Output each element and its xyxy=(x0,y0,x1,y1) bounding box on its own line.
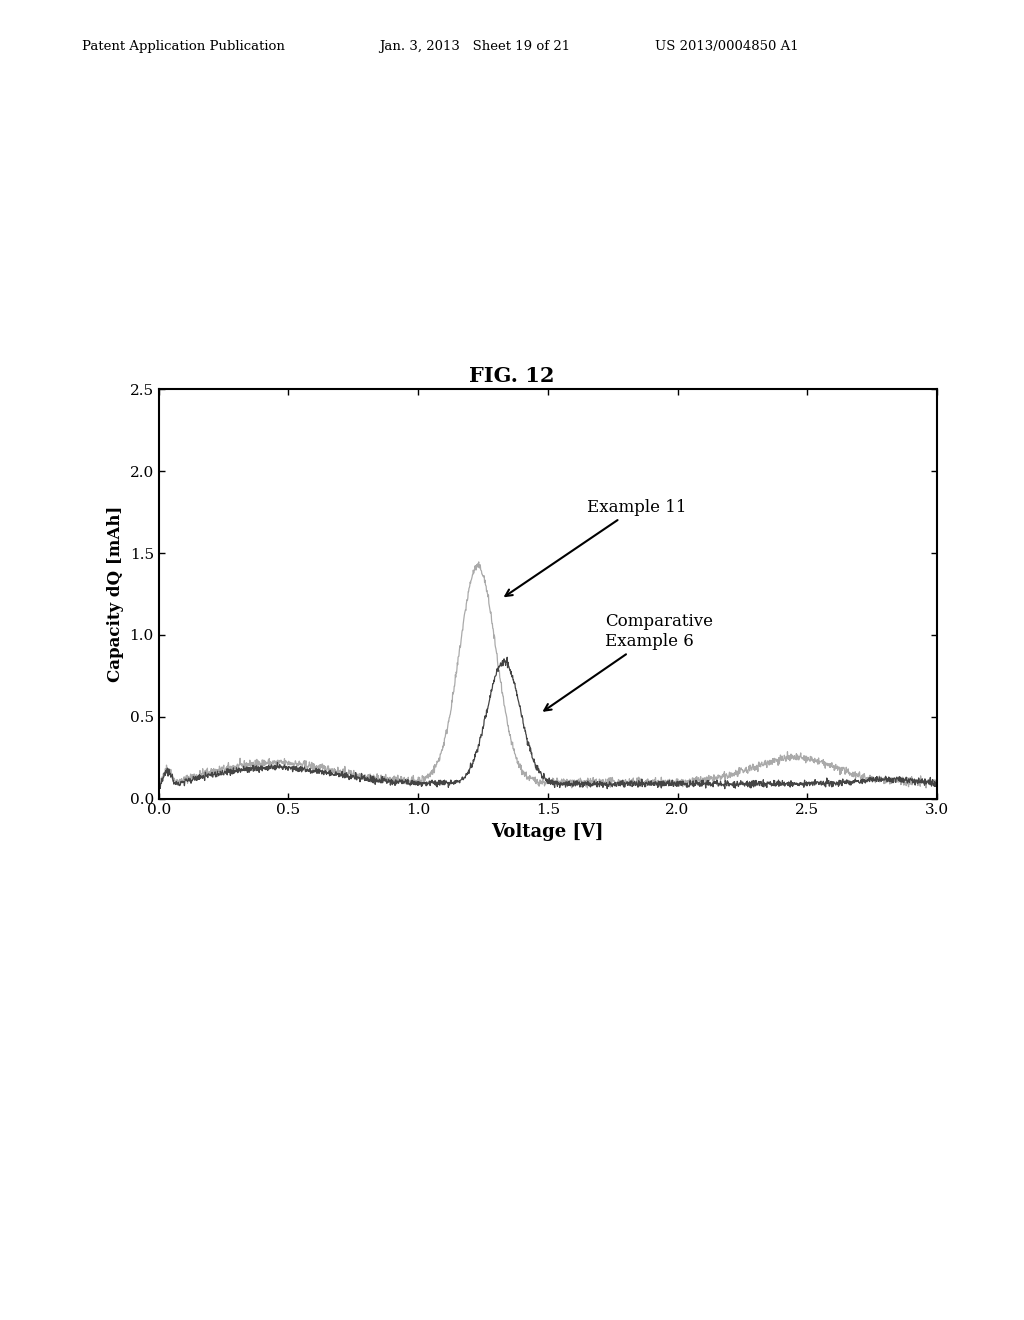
Text: Jan. 3, 2013   Sheet 19 of 21: Jan. 3, 2013 Sheet 19 of 21 xyxy=(379,40,570,53)
Text: Comparative
Example 6: Comparative Example 6 xyxy=(545,614,713,710)
Text: Example 11: Example 11 xyxy=(506,499,686,597)
X-axis label: Voltage [V]: Voltage [V] xyxy=(492,822,604,841)
Text: FIG. 12: FIG. 12 xyxy=(469,366,555,387)
Text: Patent Application Publication: Patent Application Publication xyxy=(82,40,285,53)
Text: US 2013/0004850 A1: US 2013/0004850 A1 xyxy=(655,40,799,53)
Y-axis label: Capacity dQ [mAh]: Capacity dQ [mAh] xyxy=(108,506,124,682)
